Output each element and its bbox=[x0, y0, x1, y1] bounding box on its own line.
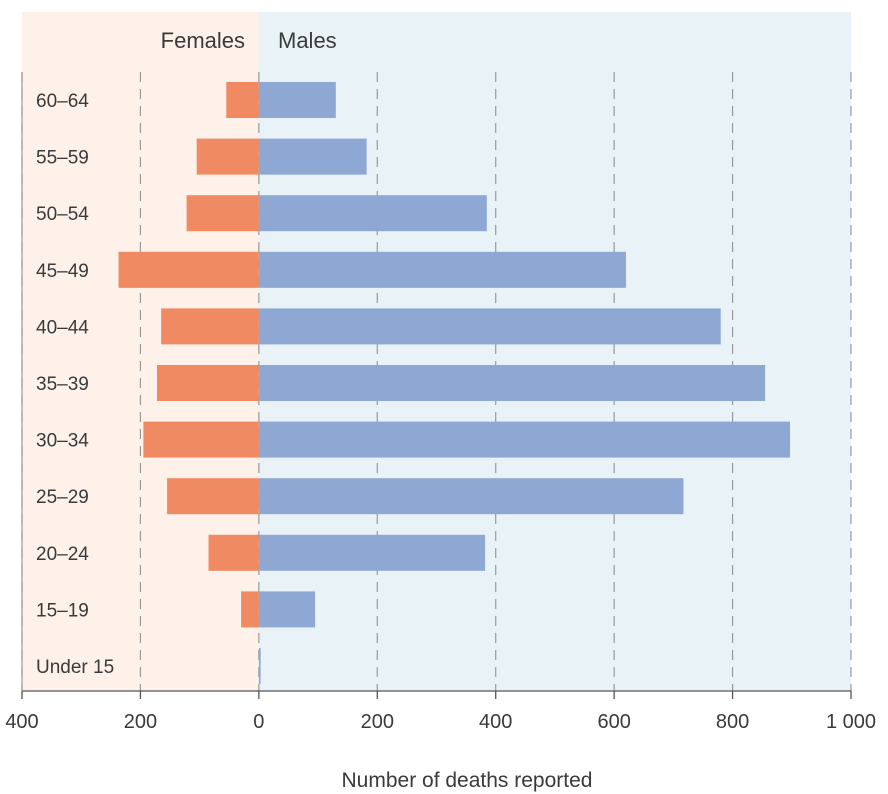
x-tick-label-3: 200 bbox=[361, 711, 394, 733]
category-label-4: 40–44 bbox=[36, 317, 89, 338]
category-label-5: 35–39 bbox=[36, 374, 89, 395]
bar-females-0 bbox=[226, 82, 259, 118]
bar-males-7 bbox=[258, 478, 684, 515]
category-label-1: 55–59 bbox=[36, 148, 89, 169]
legend-males: Males bbox=[278, 28, 337, 53]
bar-males-10 bbox=[258, 648, 261, 684]
bar-females-3 bbox=[118, 251, 259, 288]
x-tick-label-4: 400 bbox=[479, 711, 512, 733]
x-tick-label-7: 1 000 bbox=[826, 711, 876, 733]
bar-males-9 bbox=[258, 591, 316, 628]
x-axis-title: Number of deaths reported bbox=[342, 769, 593, 792]
category-label-10: Under 15 bbox=[36, 657, 114, 678]
bar-males-8 bbox=[258, 534, 486, 571]
category-label-3: 45–49 bbox=[36, 261, 89, 282]
legend-females: Females bbox=[161, 28, 245, 53]
category-label-9: 15–19 bbox=[36, 600, 89, 621]
bar-females-8 bbox=[208, 534, 259, 571]
x-tick-label-6: 800 bbox=[716, 711, 749, 733]
bar-males-4 bbox=[258, 308, 721, 345]
category-label-7: 25–29 bbox=[36, 487, 89, 508]
category-label-2: 50–54 bbox=[36, 204, 89, 225]
x-tick-label-1: 200 bbox=[124, 711, 157, 733]
category-labels: 60–64 55–59 50–54 45–49 40–44 35–39 30–34 25–29… bbox=[36, 91, 114, 678]
x-tick-label-0: 400 bbox=[5, 711, 38, 733]
bar-females-7 bbox=[167, 478, 259, 515]
bar-males-0 bbox=[258, 82, 336, 118]
bar-males-1 bbox=[258, 138, 367, 175]
bar-females-6 bbox=[143, 421, 259, 458]
bar-males-6 bbox=[258, 421, 791, 458]
bar-males-5 bbox=[258, 365, 766, 401]
bar-males-2 bbox=[258, 195, 487, 232]
bar-females-4 bbox=[161, 308, 259, 345]
bars bbox=[118, 82, 791, 684]
x-tick-label-5: 600 bbox=[597, 711, 630, 733]
category-label-0: 60–64 bbox=[36, 91, 89, 112]
males-region bbox=[258, 12, 851, 691]
bar-males-3 bbox=[258, 251, 626, 288]
bar-females-2 bbox=[186, 195, 259, 232]
x-tick-label-2: 0 bbox=[253, 711, 264, 733]
category-label-8: 20–24 bbox=[36, 544, 89, 565]
x-axis: 400 200 0 200 400 600 800 1 000 bbox=[5, 72, 876, 733]
category-label-6: 30–34 bbox=[36, 431, 89, 452]
bar-females-1 bbox=[196, 138, 259, 175]
bar-females-5 bbox=[157, 365, 259, 401]
plot-background bbox=[22, 12, 851, 691]
bar-females-9 bbox=[241, 591, 259, 628]
